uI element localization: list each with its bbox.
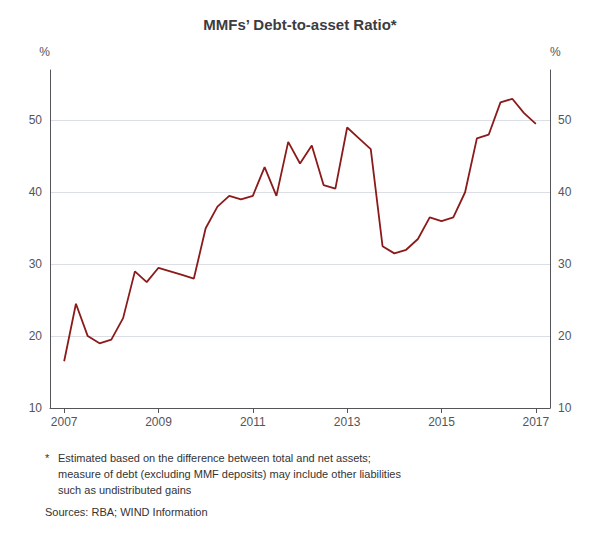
svg-text:20: 20 [558, 329, 572, 343]
svg-text:2011: 2011 [240, 415, 266, 429]
svg-text:2015: 2015 [428, 415, 455, 429]
svg-text:20: 20 [29, 329, 43, 343]
svg-text:40: 40 [29, 185, 43, 199]
svg-text:50: 50 [558, 113, 572, 127]
svg-text:MMFs’ Debt-to-asset Ratio*: MMFs’ Debt-to-asset Ratio* [203, 16, 397, 33]
svg-text:2009: 2009 [145, 415, 172, 429]
svg-text:Sources: RBA; WIND Information: Sources: RBA; WIND Information [45, 506, 208, 518]
svg-text:30: 30 [29, 257, 43, 271]
svg-text:Estimated based on the differe: Estimated based on the difference betwee… [58, 452, 371, 464]
svg-text:10: 10 [29, 401, 43, 415]
svg-text:measure of debt (excluding MMF: measure of debt (excluding MMF deposits)… [58, 468, 401, 480]
svg-text:2013: 2013 [334, 415, 361, 429]
svg-text:10: 10 [558, 401, 572, 415]
svg-text:such as undistributed gains: such as undistributed gains [58, 484, 192, 496]
svg-text:2007: 2007 [51, 415, 78, 429]
svg-text:*: * [45, 452, 50, 464]
svg-text:50: 50 [29, 113, 43, 127]
svg-text:2017: 2017 [522, 415, 549, 429]
svg-text:30: 30 [558, 257, 572, 271]
svg-text:%: % [39, 45, 50, 59]
svg-text:%: % [550, 45, 561, 59]
svg-text:40: 40 [558, 185, 572, 199]
